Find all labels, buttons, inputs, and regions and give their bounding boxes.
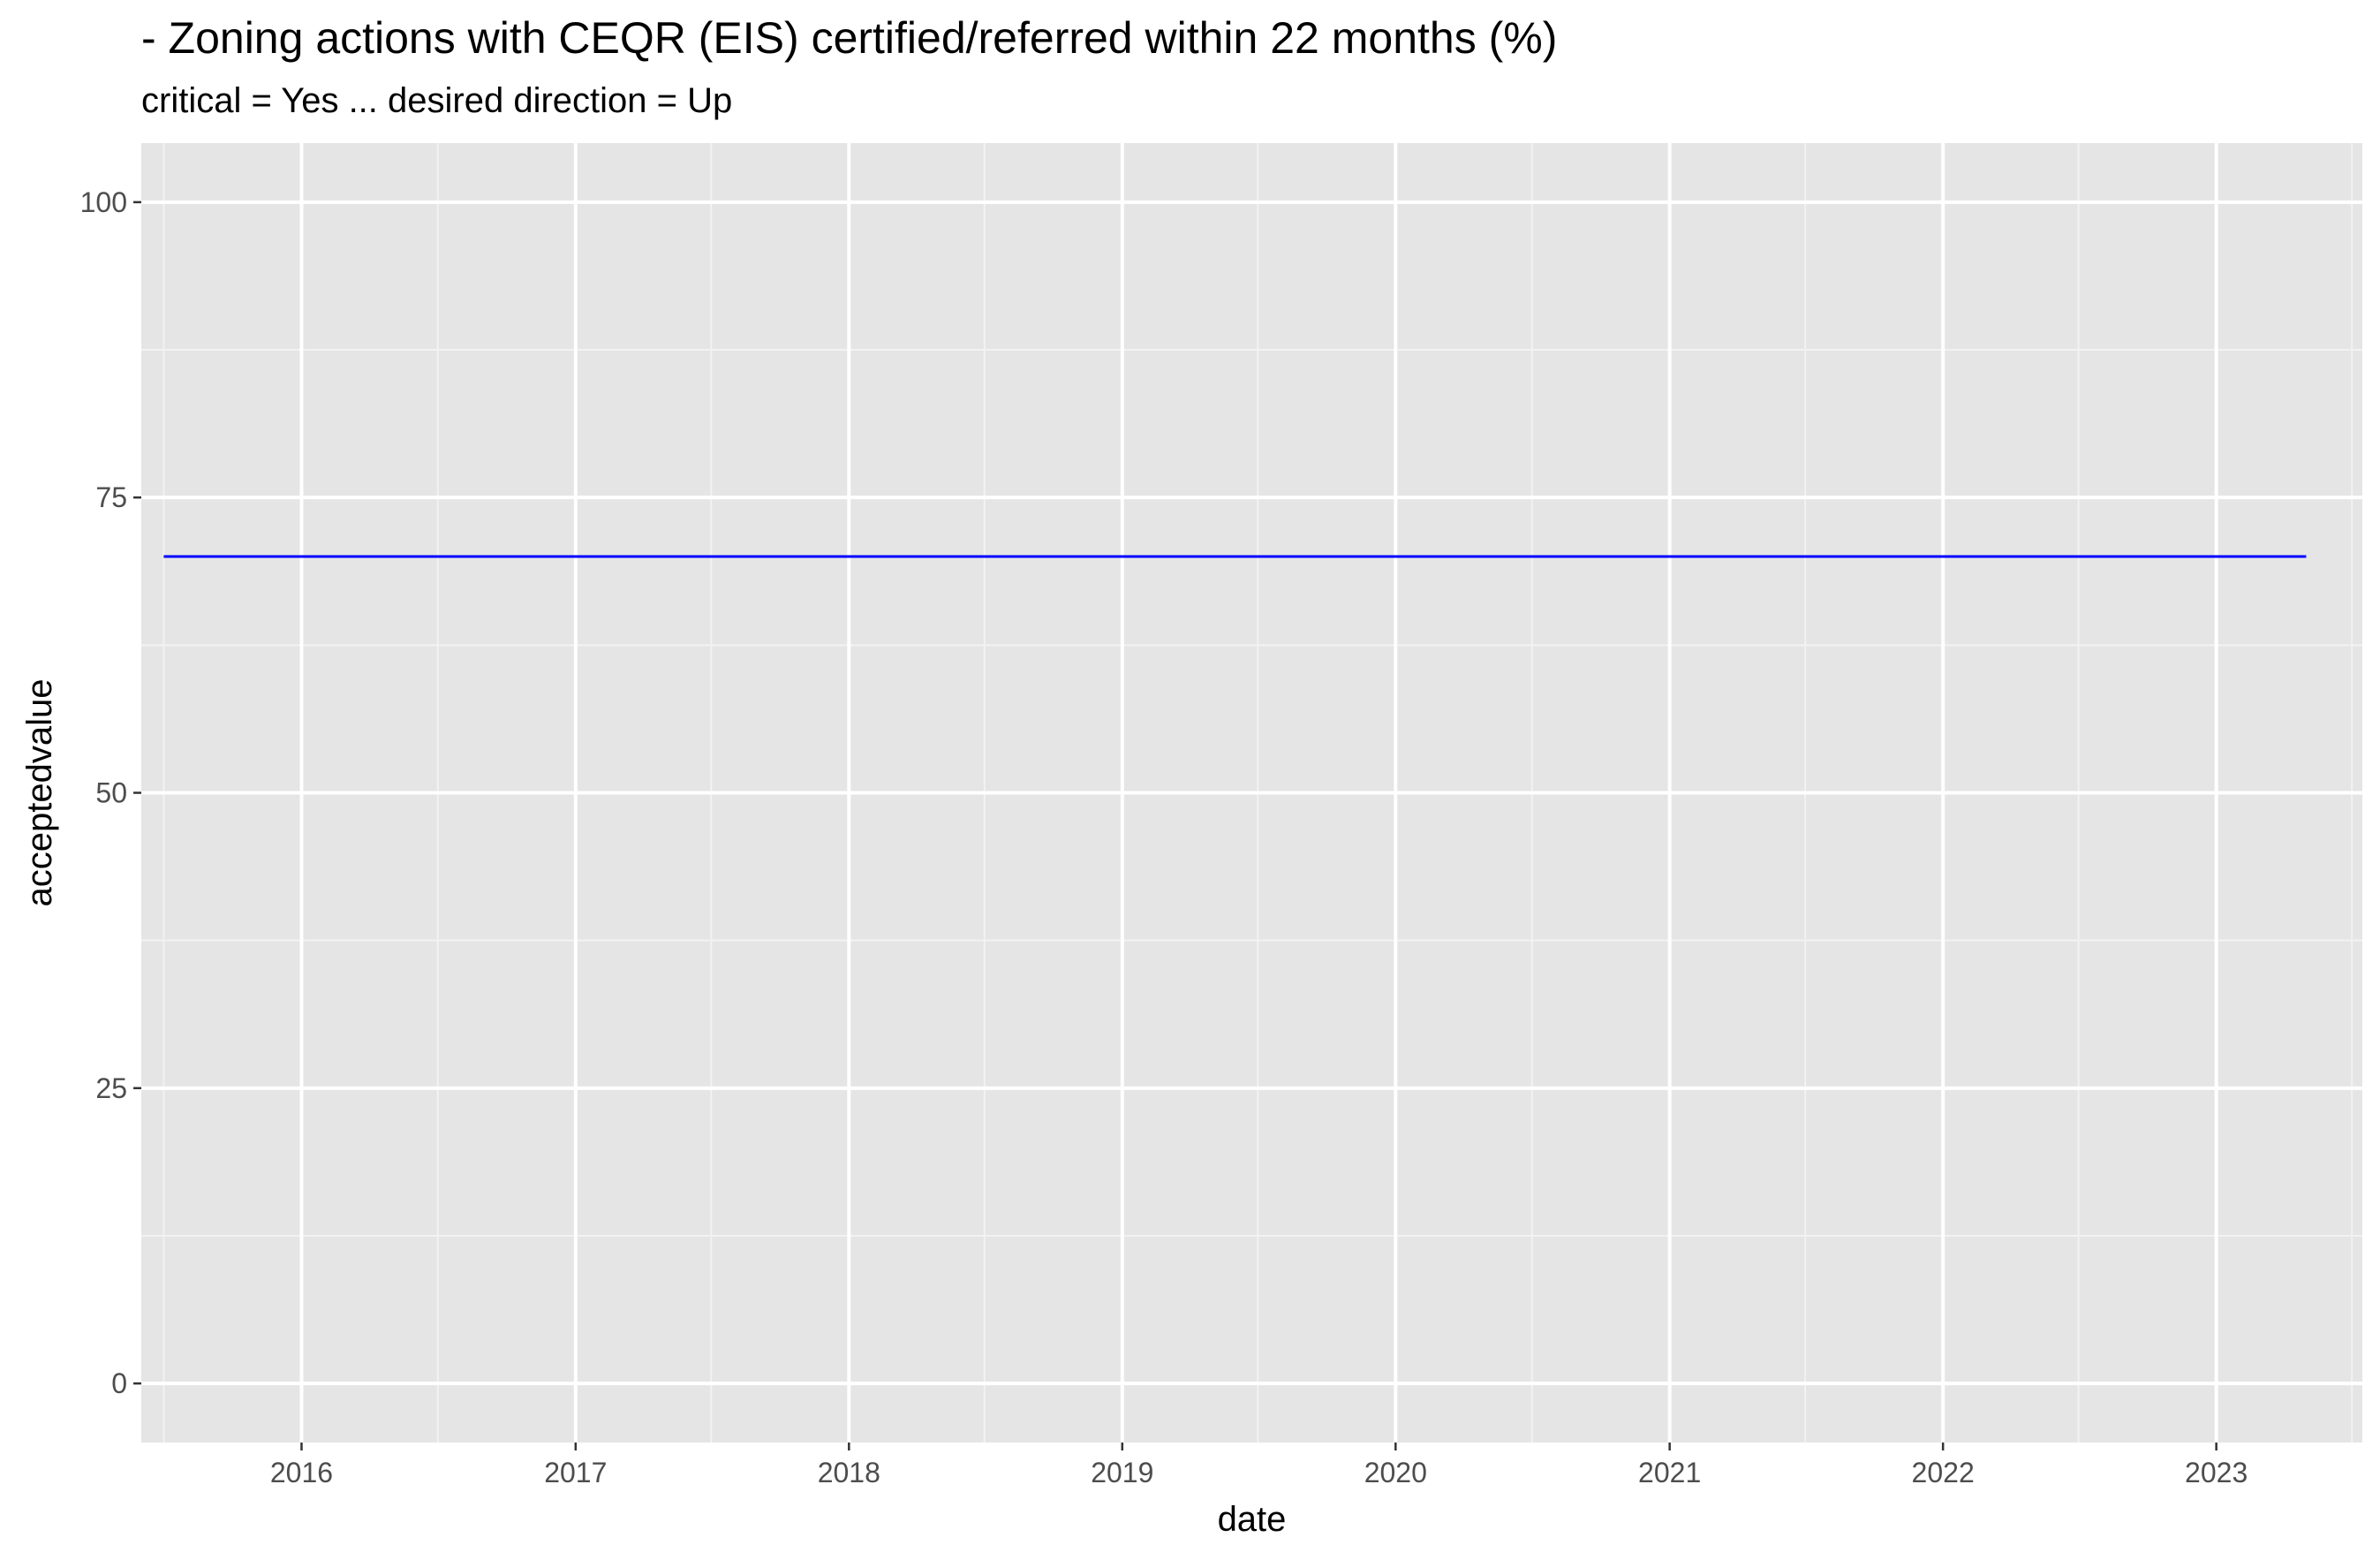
x-tick-label: 2019 (1091, 1457, 1153, 1488)
major-gridlines (141, 143, 2362, 1443)
x-tick-label: 2016 (270, 1457, 333, 1488)
x-tick-label: 2018 (818, 1457, 880, 1488)
y-tick-label: 75 (95, 481, 127, 513)
y-axis: 0 25 50 75 100 (80, 186, 141, 1399)
y-tick-label: 50 (95, 777, 127, 809)
x-tick-label: 2023 (2185, 1457, 2248, 1488)
x-axis-title: date (1218, 1500, 1287, 1539)
x-tick-label: 2017 (544, 1457, 607, 1488)
x-axis: 2016 2017 2018 2019 2020 2021 2022 2023 (270, 1443, 2248, 1488)
chart-title: - Zoning actions with CEQR (EIS) certifi… (141, 13, 1557, 63)
y-tick-label: 100 (80, 186, 127, 218)
y-tick-label: 25 (95, 1072, 127, 1104)
y-tick-label: 0 (111, 1367, 127, 1399)
x-tick-label: 2021 (1638, 1457, 1701, 1488)
chart-subtitle: critical = Yes ... desired direction = U… (141, 81, 732, 120)
x-tick-label: 2020 (1364, 1457, 1427, 1488)
y-axis-title: acceptedvalue (20, 679, 59, 907)
x-tick-label: 2022 (1912, 1457, 1975, 1488)
